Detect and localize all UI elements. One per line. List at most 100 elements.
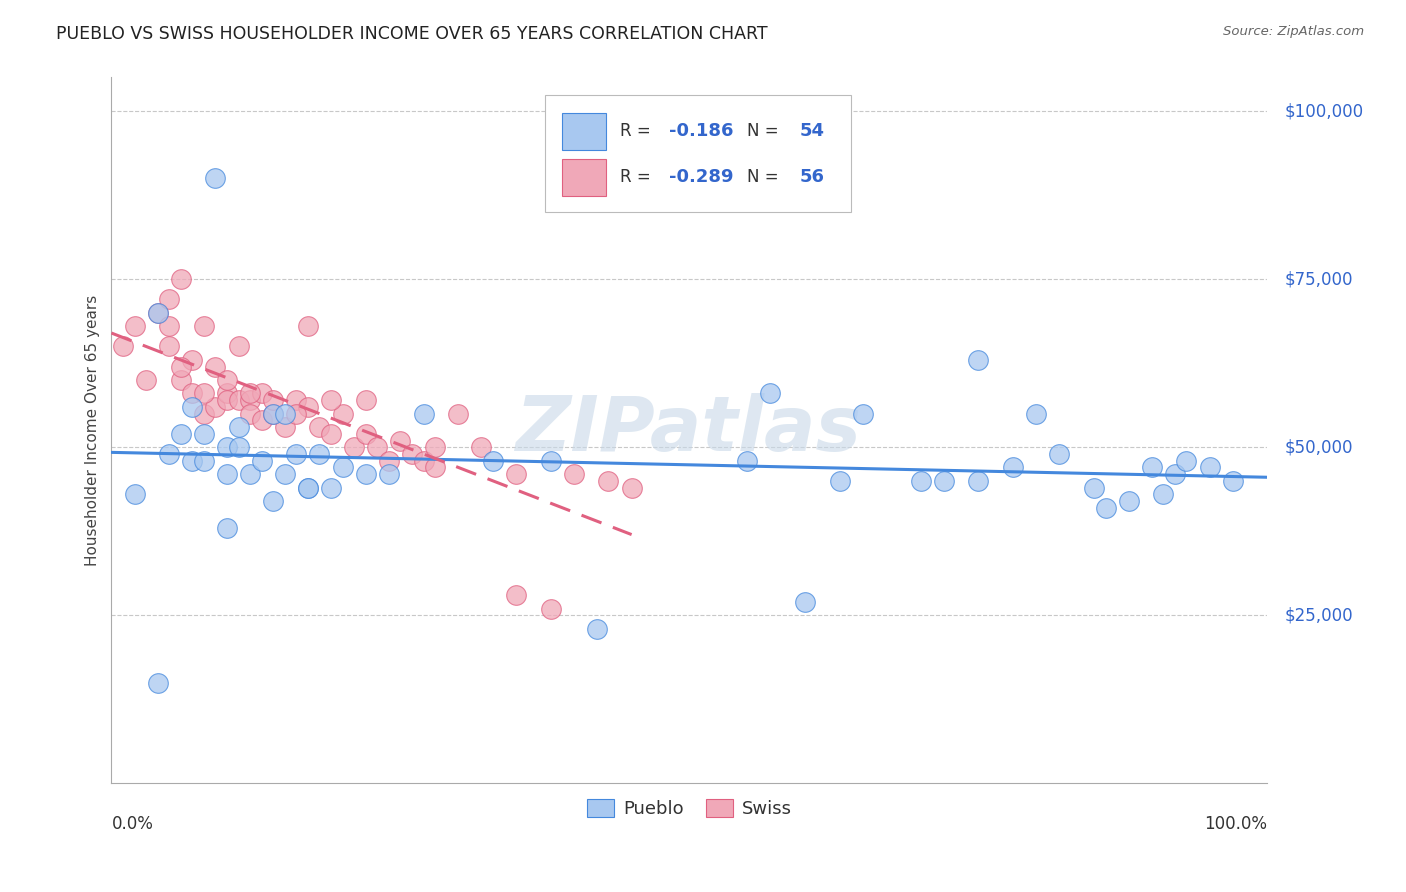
Point (181, 386, 204, 401)
Text: Source: ZipAtlas.com: Source: ZipAtlas.com (1223, 25, 1364, 38)
Text: 0.0%: 0.0% (111, 815, 153, 833)
Point (157, 319, 180, 334)
Point (215, 467, 238, 482)
Point (181, 454, 204, 468)
Point (146, 306, 169, 320)
Point (228, 339, 250, 353)
Point (193, 386, 215, 401)
Point (170, 426, 193, 441)
Point (505, 467, 527, 482)
Point (297, 481, 319, 495)
Point (262, 494, 284, 508)
Point (423, 440, 446, 454)
Point (562, 467, 585, 482)
Text: N =: N = (747, 122, 785, 140)
Point (1025, 407, 1047, 421)
Point (401, 447, 423, 461)
Point (146, 675, 169, 690)
Point (1222, 474, 1244, 488)
Point (274, 467, 297, 482)
Point (297, 400, 319, 414)
Point (285, 407, 308, 421)
Point (319, 426, 342, 441)
Point (343, 440, 366, 454)
Point (157, 339, 180, 353)
Point (239, 386, 262, 401)
Point (157, 447, 180, 461)
Y-axis label: Householder Income Over 65 years: Householder Income Over 65 years (86, 295, 100, 566)
Point (1083, 481, 1105, 495)
Point (193, 426, 215, 441)
Point (967, 474, 990, 488)
Point (1002, 460, 1025, 475)
Point (354, 426, 377, 441)
Point (146, 306, 169, 320)
Point (250, 454, 273, 468)
Point (193, 407, 215, 421)
Point (540, 601, 562, 615)
Point (135, 373, 157, 387)
Point (181, 352, 204, 367)
Point (285, 393, 308, 408)
Point (735, 454, 758, 468)
Text: 100.0%: 100.0% (1205, 815, 1267, 833)
Text: -0.289: -0.289 (669, 169, 733, 186)
Point (1140, 460, 1163, 475)
Point (262, 407, 284, 421)
Point (1198, 460, 1220, 475)
Point (215, 521, 238, 535)
Text: -0.186: -0.186 (669, 122, 733, 140)
Point (215, 440, 238, 454)
Point (228, 440, 250, 454)
Point (124, 487, 146, 501)
Point (297, 319, 319, 334)
Point (285, 447, 308, 461)
Point (111, 339, 134, 353)
Point (1047, 447, 1070, 461)
Text: R =: R = (620, 169, 657, 186)
Point (1152, 487, 1174, 501)
Point (759, 386, 782, 401)
Point (910, 474, 932, 488)
Text: $50,000: $50,000 (1285, 438, 1353, 457)
Point (412, 407, 434, 421)
Point (239, 467, 262, 482)
Point (482, 454, 505, 468)
Point (423, 460, 446, 475)
Point (297, 481, 319, 495)
Point (215, 393, 238, 408)
Point (447, 407, 470, 421)
Point (228, 393, 250, 408)
Point (250, 386, 273, 401)
Point (193, 319, 215, 334)
Point (332, 460, 354, 475)
Point (470, 440, 492, 454)
Text: $100,000: $100,000 (1285, 102, 1364, 120)
Point (932, 474, 955, 488)
Point (1094, 500, 1116, 515)
Point (586, 622, 609, 636)
Point (193, 454, 215, 468)
FancyBboxPatch shape (546, 95, 851, 211)
Point (308, 420, 330, 434)
Point (239, 407, 262, 421)
Point (332, 407, 354, 421)
Text: 56: 56 (799, 169, 824, 186)
Text: ZIPatlas: ZIPatlas (516, 393, 862, 467)
Point (250, 413, 273, 427)
Point (319, 481, 342, 495)
Point (274, 407, 297, 421)
Point (505, 588, 527, 602)
Point (366, 440, 388, 454)
Point (319, 393, 342, 408)
FancyBboxPatch shape (562, 113, 606, 150)
Point (354, 467, 377, 482)
Point (598, 474, 620, 488)
Text: $75,000: $75,000 (1285, 270, 1353, 288)
Point (967, 352, 990, 367)
Point (308, 447, 330, 461)
Point (412, 454, 434, 468)
Point (354, 393, 377, 408)
Point (204, 171, 226, 186)
Text: 54: 54 (799, 122, 824, 140)
